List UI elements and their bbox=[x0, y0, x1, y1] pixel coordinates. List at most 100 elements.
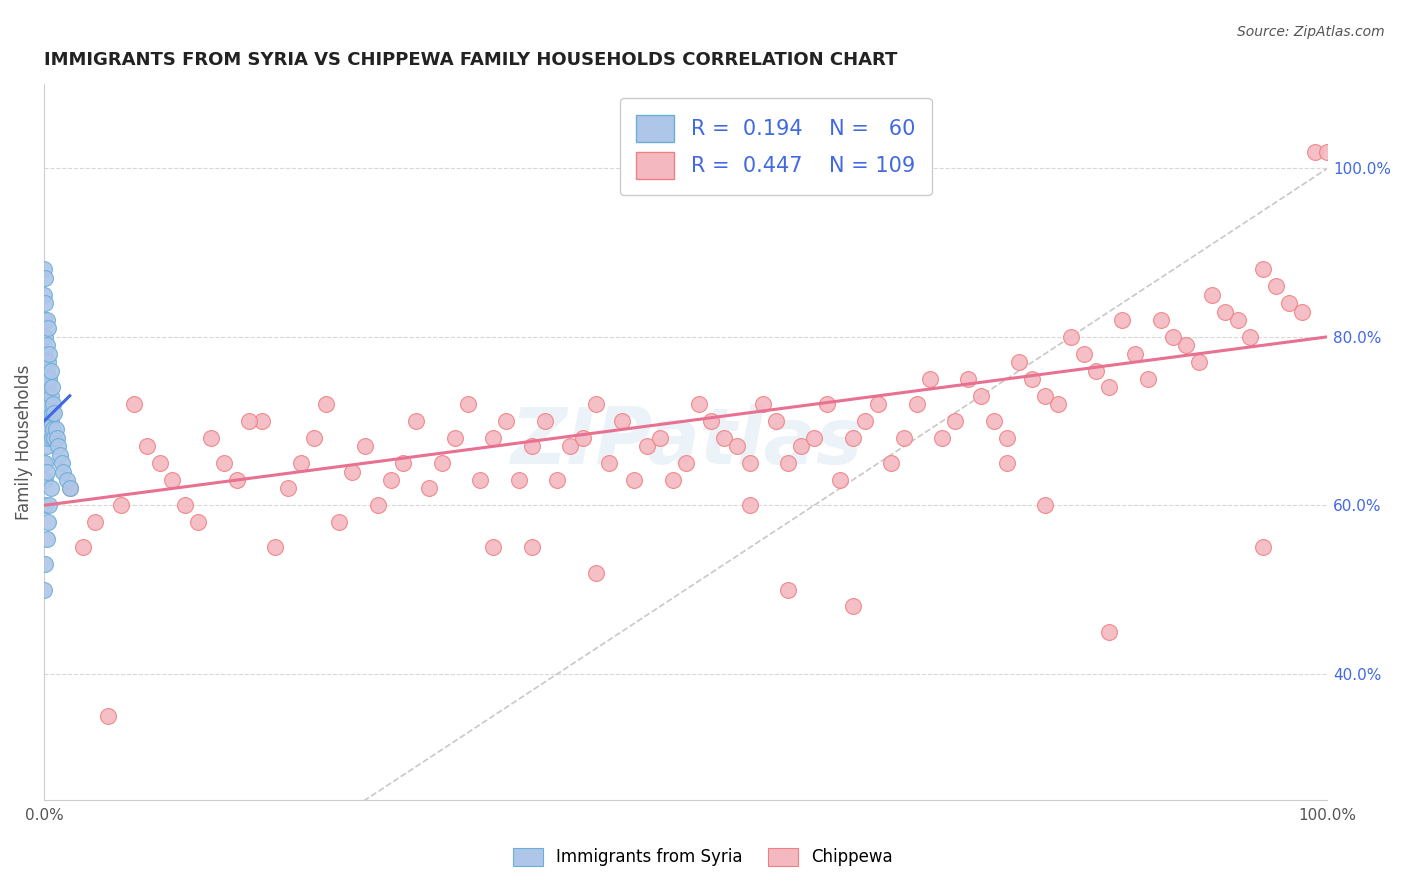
Point bbox=[44, 406, 66, 420]
Point bbox=[482, 431, 505, 445]
Point bbox=[1226, 313, 1249, 327]
Point bbox=[752, 397, 775, 411]
Point bbox=[1136, 372, 1159, 386]
Point bbox=[41, 431, 63, 445]
Point bbox=[37, 380, 59, 394]
Point bbox=[482, 541, 505, 555]
Point bbox=[32, 372, 55, 386]
Point bbox=[1073, 347, 1095, 361]
Point bbox=[880, 456, 903, 470]
Point bbox=[122, 397, 145, 411]
Point bbox=[34, 473, 56, 487]
Point bbox=[290, 456, 312, 470]
Point bbox=[34, 330, 56, 344]
Point bbox=[418, 482, 440, 496]
Point bbox=[1251, 541, 1274, 555]
Point bbox=[45, 423, 67, 437]
Point bbox=[35, 389, 58, 403]
Point bbox=[675, 456, 697, 470]
Point bbox=[688, 397, 710, 411]
Point bbox=[34, 271, 56, 285]
Point bbox=[893, 431, 915, 445]
Point bbox=[430, 456, 453, 470]
Point bbox=[35, 439, 58, 453]
Point bbox=[725, 439, 748, 453]
Point bbox=[572, 431, 595, 445]
Y-axis label: Family Households: Family Households bbox=[15, 365, 32, 520]
Point bbox=[1175, 338, 1198, 352]
Point bbox=[765, 414, 787, 428]
Point bbox=[1201, 287, 1223, 301]
Point bbox=[34, 558, 56, 572]
Point bbox=[828, 473, 851, 487]
Point bbox=[855, 414, 877, 428]
Point bbox=[84, 515, 107, 529]
Point bbox=[1163, 330, 1185, 344]
Point bbox=[32, 262, 55, 277]
Point bbox=[32, 431, 55, 445]
Point bbox=[162, 473, 184, 487]
Point bbox=[508, 473, 530, 487]
Point bbox=[367, 498, 389, 512]
Point bbox=[35, 465, 58, 479]
Point bbox=[1060, 330, 1083, 344]
Point bbox=[868, 397, 890, 411]
Point bbox=[405, 414, 427, 428]
Point bbox=[264, 541, 287, 555]
Point bbox=[1033, 498, 1056, 512]
Point bbox=[38, 498, 60, 512]
Point bbox=[1303, 145, 1326, 159]
Point bbox=[225, 473, 247, 487]
Point bbox=[34, 431, 56, 445]
Point bbox=[34, 355, 56, 369]
Point bbox=[315, 397, 337, 411]
Point bbox=[32, 414, 55, 428]
Point bbox=[778, 582, 800, 597]
Point bbox=[35, 338, 58, 352]
Point bbox=[1213, 304, 1236, 318]
Text: IMMIGRANTS FROM SYRIA VS CHIPPEWA FAMILY HOUSEHOLDS CORRELATION CHART: IMMIGRANTS FROM SYRIA VS CHIPPEWA FAMILY… bbox=[44, 51, 897, 69]
Point bbox=[38, 372, 60, 386]
Point bbox=[48, 448, 70, 462]
Point bbox=[32, 313, 55, 327]
Point bbox=[1111, 313, 1133, 327]
Point bbox=[815, 397, 838, 411]
Point bbox=[905, 397, 928, 411]
Point bbox=[59, 482, 82, 496]
Point bbox=[585, 397, 607, 411]
Point bbox=[738, 498, 761, 512]
Point bbox=[841, 431, 863, 445]
Point bbox=[443, 431, 465, 445]
Point bbox=[37, 321, 59, 335]
Point bbox=[41, 380, 63, 394]
Legend: R =  0.194    N =   60, R =  0.447    N = 109: R = 0.194 N = 60, R = 0.447 N = 109 bbox=[620, 98, 932, 195]
Point bbox=[778, 456, 800, 470]
Point bbox=[1149, 313, 1171, 327]
Point bbox=[995, 456, 1018, 470]
Point bbox=[149, 456, 172, 470]
Point bbox=[520, 439, 543, 453]
Point bbox=[1021, 372, 1043, 386]
Point bbox=[110, 498, 132, 512]
Point bbox=[598, 456, 620, 470]
Point bbox=[52, 465, 75, 479]
Point bbox=[610, 414, 633, 428]
Legend: Immigrants from Syria, Chippewa: Immigrants from Syria, Chippewa bbox=[506, 841, 900, 873]
Point bbox=[37, 515, 59, 529]
Point bbox=[380, 473, 402, 487]
Point bbox=[623, 473, 645, 487]
Point bbox=[1316, 145, 1339, 159]
Point bbox=[392, 456, 415, 470]
Point bbox=[1098, 380, 1121, 394]
Point bbox=[957, 372, 980, 386]
Point bbox=[37, 431, 59, 445]
Point bbox=[1251, 262, 1274, 277]
Point bbox=[46, 431, 69, 445]
Point bbox=[37, 355, 59, 369]
Point bbox=[41, 406, 63, 420]
Point bbox=[212, 456, 235, 470]
Point bbox=[354, 439, 377, 453]
Point bbox=[32, 287, 55, 301]
Point bbox=[470, 473, 492, 487]
Point bbox=[277, 482, 299, 496]
